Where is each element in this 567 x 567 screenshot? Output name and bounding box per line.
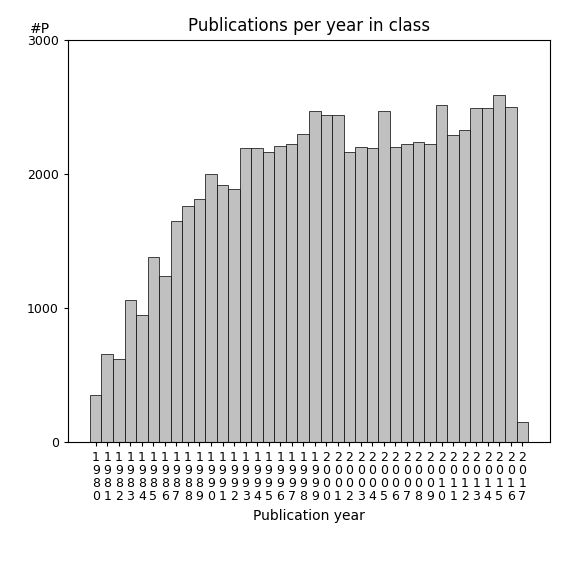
Bar	[424, 145, 436, 442]
Bar	[90, 395, 101, 442]
Bar	[159, 276, 171, 442]
Bar	[413, 142, 424, 442]
Bar	[147, 257, 159, 442]
Bar	[367, 149, 378, 442]
Bar	[401, 145, 413, 442]
Bar	[309, 111, 320, 442]
Bar	[482, 108, 493, 442]
Bar	[378, 111, 390, 442]
Bar	[493, 95, 505, 442]
Bar	[217, 185, 229, 442]
Text: #P: #P	[29, 22, 49, 36]
Bar	[436, 105, 447, 442]
Bar	[517, 422, 528, 442]
Bar	[320, 115, 332, 442]
Bar	[113, 359, 125, 442]
Bar	[182, 206, 194, 442]
Bar	[101, 354, 113, 442]
Bar	[171, 221, 182, 442]
Bar	[125, 300, 136, 442]
Bar	[447, 135, 459, 442]
Title: Publications per year in class: Publications per year in class	[188, 18, 430, 35]
Bar	[459, 130, 471, 442]
X-axis label: Publication year: Publication year	[253, 509, 365, 523]
Bar	[263, 153, 274, 442]
Bar	[355, 147, 367, 442]
Bar	[274, 146, 286, 442]
Bar	[390, 147, 401, 442]
Bar	[240, 149, 251, 442]
Bar	[332, 115, 344, 442]
Bar	[505, 107, 517, 442]
Bar	[471, 108, 482, 442]
Bar	[229, 189, 240, 442]
Bar	[298, 134, 309, 442]
Bar	[136, 315, 147, 442]
Bar	[344, 153, 355, 442]
Bar	[251, 149, 263, 442]
Bar	[194, 200, 205, 442]
Bar	[205, 174, 217, 442]
Bar	[286, 145, 298, 442]
